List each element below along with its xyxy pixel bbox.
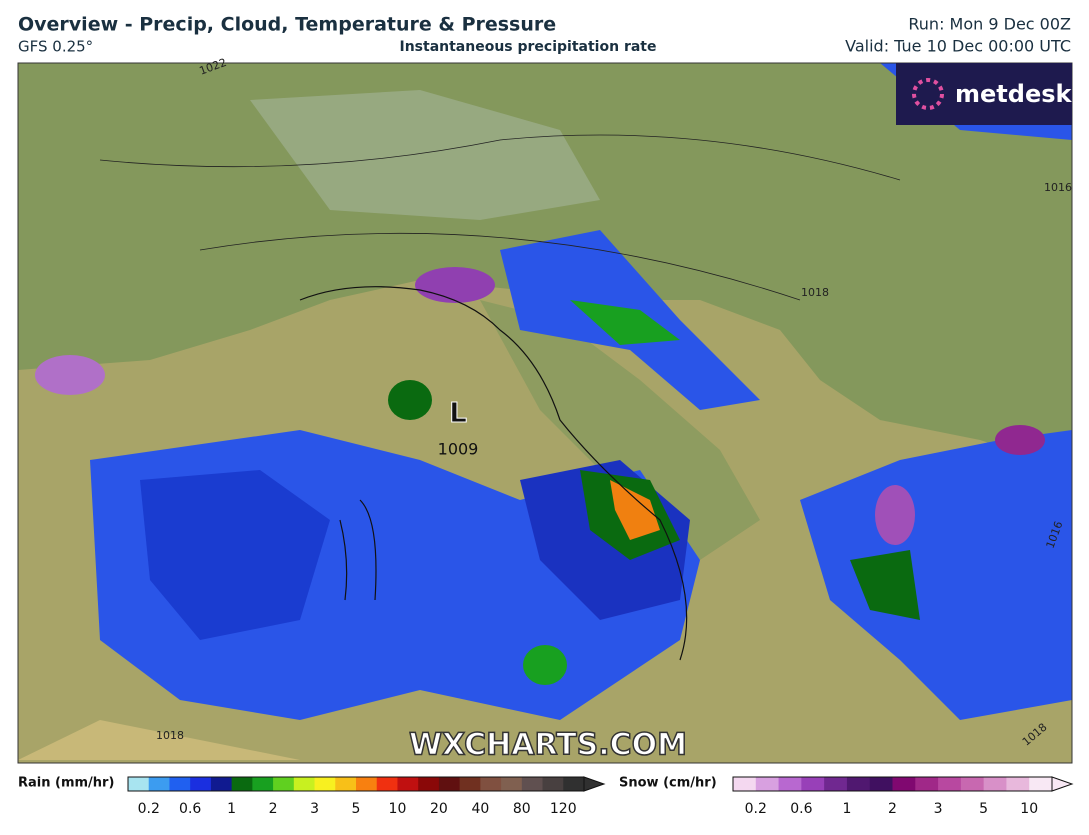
rain-tick-label: 2 <box>269 801 278 817</box>
rain-swatch <box>501 777 523 791</box>
rain-tick-label: 3 <box>310 801 319 817</box>
snow-tick-label: 10 <box>1020 801 1038 817</box>
rain-swatch <box>356 777 378 791</box>
snow-swatch <box>824 777 848 791</box>
rain-swatch <box>418 777 440 791</box>
rain-tick-label: 10 <box>389 801 407 817</box>
snow-legend-title: Snow (cm/hr) <box>619 776 717 791</box>
snow-tick-label: 0.2 <box>745 801 767 817</box>
snow-swatch <box>892 777 916 791</box>
logo: metdesk <box>955 80 1073 108</box>
rain-arrow <box>583 776 606 792</box>
snow-swatch <box>846 777 871 791</box>
logo-box <box>896 63 1072 125</box>
isobar-label: 1016 <box>1044 181 1072 194</box>
snow-swatch <box>733 777 757 791</box>
rain-swatch <box>542 777 564 791</box>
snow-swatch <box>960 777 985 791</box>
snow-swatch <box>778 777 802 791</box>
snow-frame <box>732 776 1053 792</box>
watermark: WXCHARTS.COM <box>409 728 687 763</box>
rain-tick-label: 20 <box>430 801 448 817</box>
snow-swatch <box>801 777 825 791</box>
snow-swatch <box>755 777 780 791</box>
title: Overview - Precip, Cloud, Temperature & … <box>18 14 556 36</box>
snow-tick-label: 1 <box>842 801 851 817</box>
rain-tick-label: 0.6 <box>179 801 201 817</box>
snow-tick-label: 3 <box>934 801 943 817</box>
rain-swatch <box>563 777 585 791</box>
rain-swatch <box>521 777 544 791</box>
rain-swatch <box>231 777 253 791</box>
map: metdesk WXCHARTS.COM L 1009 1022 1018 10… <box>17 56 1073 764</box>
snow-swatch <box>938 777 962 791</box>
rain-swatch <box>169 777 191 791</box>
field: Instantaneous precipitation rate <box>400 39 657 55</box>
snow-swatch <box>983 777 1007 791</box>
snow-swatch <box>869 777 893 791</box>
low-pressure: 1009 <box>438 440 479 459</box>
snow-tick-label: 2 <box>888 801 897 817</box>
isobar-label: 1018 <box>801 286 829 299</box>
rain-tick-label: 120 <box>550 801 577 817</box>
rain-swatch <box>314 777 336 791</box>
rain-swatch <box>252 777 274 791</box>
snow-swatch <box>1006 777 1030 791</box>
rain-swatch <box>480 777 502 791</box>
rain-legend-title: Rain (mm/hr) <box>18 776 114 791</box>
run: Run: Mon 9 Dec 00Z <box>908 15 1071 34</box>
model: GFS 0.25° <box>18 38 93 56</box>
rain-swatch <box>210 777 233 791</box>
rain-swatch <box>293 777 316 791</box>
snow-tick-label: 0.6 <box>790 801 812 817</box>
rain-swatch <box>335 777 357 791</box>
rain-swatch <box>397 777 419 791</box>
rain-tick-label: 5 <box>352 801 361 817</box>
rain-swatch <box>190 777 212 791</box>
rain-swatch <box>459 777 481 791</box>
rain-frame <box>127 776 585 792</box>
rain-tick-label: 80 <box>513 801 531 817</box>
rain-tick-label: 0.2 <box>138 801 160 817</box>
snow-tick-label: 5 <box>979 801 988 817</box>
rain-swatch <box>376 777 398 791</box>
snow-swatch <box>1029 777 1053 791</box>
snow-swatch <box>915 777 939 791</box>
snow-arrow <box>1051 776 1074 792</box>
isobar-label: 1018 <box>156 729 184 742</box>
rain-tick-label: 1 <box>227 801 236 817</box>
low-symbol: L <box>449 396 467 429</box>
rain-swatch <box>273 777 295 791</box>
rain-swatch <box>438 777 461 791</box>
valid: Valid: Tue 10 Dec 00:00 UTC <box>845 37 1071 56</box>
rain-tick-label: 40 <box>471 801 489 817</box>
rain-swatch <box>148 777 170 791</box>
rain-swatch <box>128 777 150 791</box>
